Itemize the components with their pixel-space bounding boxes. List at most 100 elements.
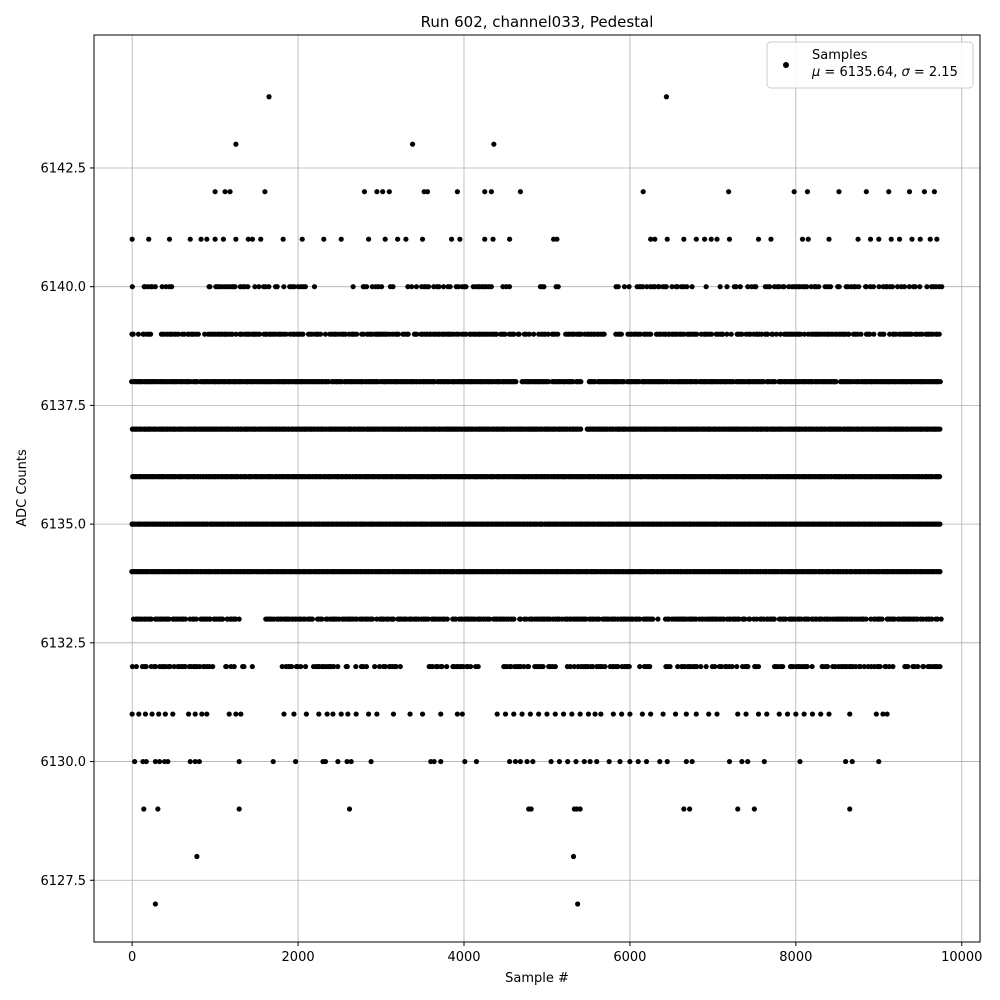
data-point [650, 616, 656, 622]
data-point [937, 569, 943, 575]
data-point [187, 758, 193, 765]
data-point [927, 236, 933, 242]
data-point [660, 711, 666, 717]
data-point [463, 284, 469, 290]
data-point [921, 189, 928, 195]
data-point [753, 284, 759, 290]
data-point [560, 711, 567, 717]
data-point [886, 663, 892, 670]
data-point [669, 284, 675, 290]
points-layer [129, 94, 945, 907]
data-point [801, 711, 807, 717]
data-point [818, 711, 824, 717]
data-point [555, 331, 561, 337]
data-point [299, 236, 305, 242]
data-point [155, 806, 161, 812]
data-point [419, 236, 426, 242]
data-point [706, 711, 712, 717]
data-point [876, 236, 882, 242]
data-point [447, 284, 453, 290]
data-point [152, 663, 159, 670]
data-point [266, 284, 272, 290]
data-point [162, 711, 168, 717]
legend-label: Samples [812, 48, 868, 63]
data-point [181, 331, 187, 337]
data-point [167, 663, 173, 670]
data-point [917, 284, 923, 290]
data-point [374, 711, 380, 717]
data-point [804, 189, 811, 195]
data-point [303, 711, 309, 717]
data-point [439, 663, 445, 670]
data-point [531, 331, 537, 337]
data-point [761, 758, 767, 765]
data-point [129, 236, 135, 242]
data-point [455, 284, 462, 290]
data-point [768, 236, 774, 242]
data-point [552, 663, 558, 670]
data-point [724, 284, 730, 290]
data-point [643, 758, 650, 765]
data-point [141, 806, 147, 812]
data-point [166, 616, 172, 622]
data-point [494, 711, 500, 717]
data-point [939, 284, 945, 290]
data-point [917, 236, 923, 242]
data-point [195, 331, 201, 337]
data-point [258, 236, 264, 242]
data-point [683, 758, 689, 765]
data-point [552, 711, 558, 717]
data-point [129, 284, 135, 290]
data-point [193, 616, 199, 622]
data-point [541, 284, 547, 290]
data-point [610, 711, 616, 717]
y-tick-label: 6130.0 [41, 755, 87, 770]
data-point [182, 663, 188, 670]
data-point [639, 711, 645, 717]
data-point [876, 284, 882, 290]
data-point [143, 758, 149, 765]
data-point [889, 284, 896, 290]
data-point [226, 711, 232, 717]
data-point [363, 663, 370, 670]
data-point [152, 901, 158, 907]
data-point [361, 189, 368, 195]
data-point [724, 331, 730, 337]
data-point [773, 331, 779, 337]
data-point [473, 758, 480, 765]
data-point [592, 711, 598, 717]
data-point [350, 284, 356, 290]
data-point [931, 189, 937, 195]
data-point [444, 616, 450, 622]
data-point [197, 663, 203, 670]
data-point [739, 331, 745, 337]
data-point [459, 711, 465, 717]
data-point [135, 331, 142, 337]
data-point [525, 663, 532, 670]
data-point [414, 331, 420, 337]
data-point [755, 663, 762, 670]
data-point [482, 236, 488, 242]
data-point [166, 236, 173, 242]
data-point [544, 711, 550, 717]
data-point [148, 616, 154, 622]
data-point [257, 331, 263, 337]
data-point [776, 711, 782, 717]
data-point [298, 663, 304, 670]
data-point [728, 331, 734, 337]
data-point [395, 331, 401, 337]
data-point [703, 284, 709, 290]
data-point [233, 331, 239, 337]
data-point [726, 236, 733, 242]
data-point [390, 711, 397, 717]
legend-stats-sigma: 2.15 [929, 65, 958, 80]
data-point [720, 331, 726, 337]
data-point [517, 616, 524, 622]
data-point [755, 236, 762, 242]
data-point [283, 331, 289, 337]
data-point [846, 331, 852, 337]
data-point [573, 758, 579, 765]
data-point [698, 663, 704, 670]
data-point [360, 331, 367, 337]
